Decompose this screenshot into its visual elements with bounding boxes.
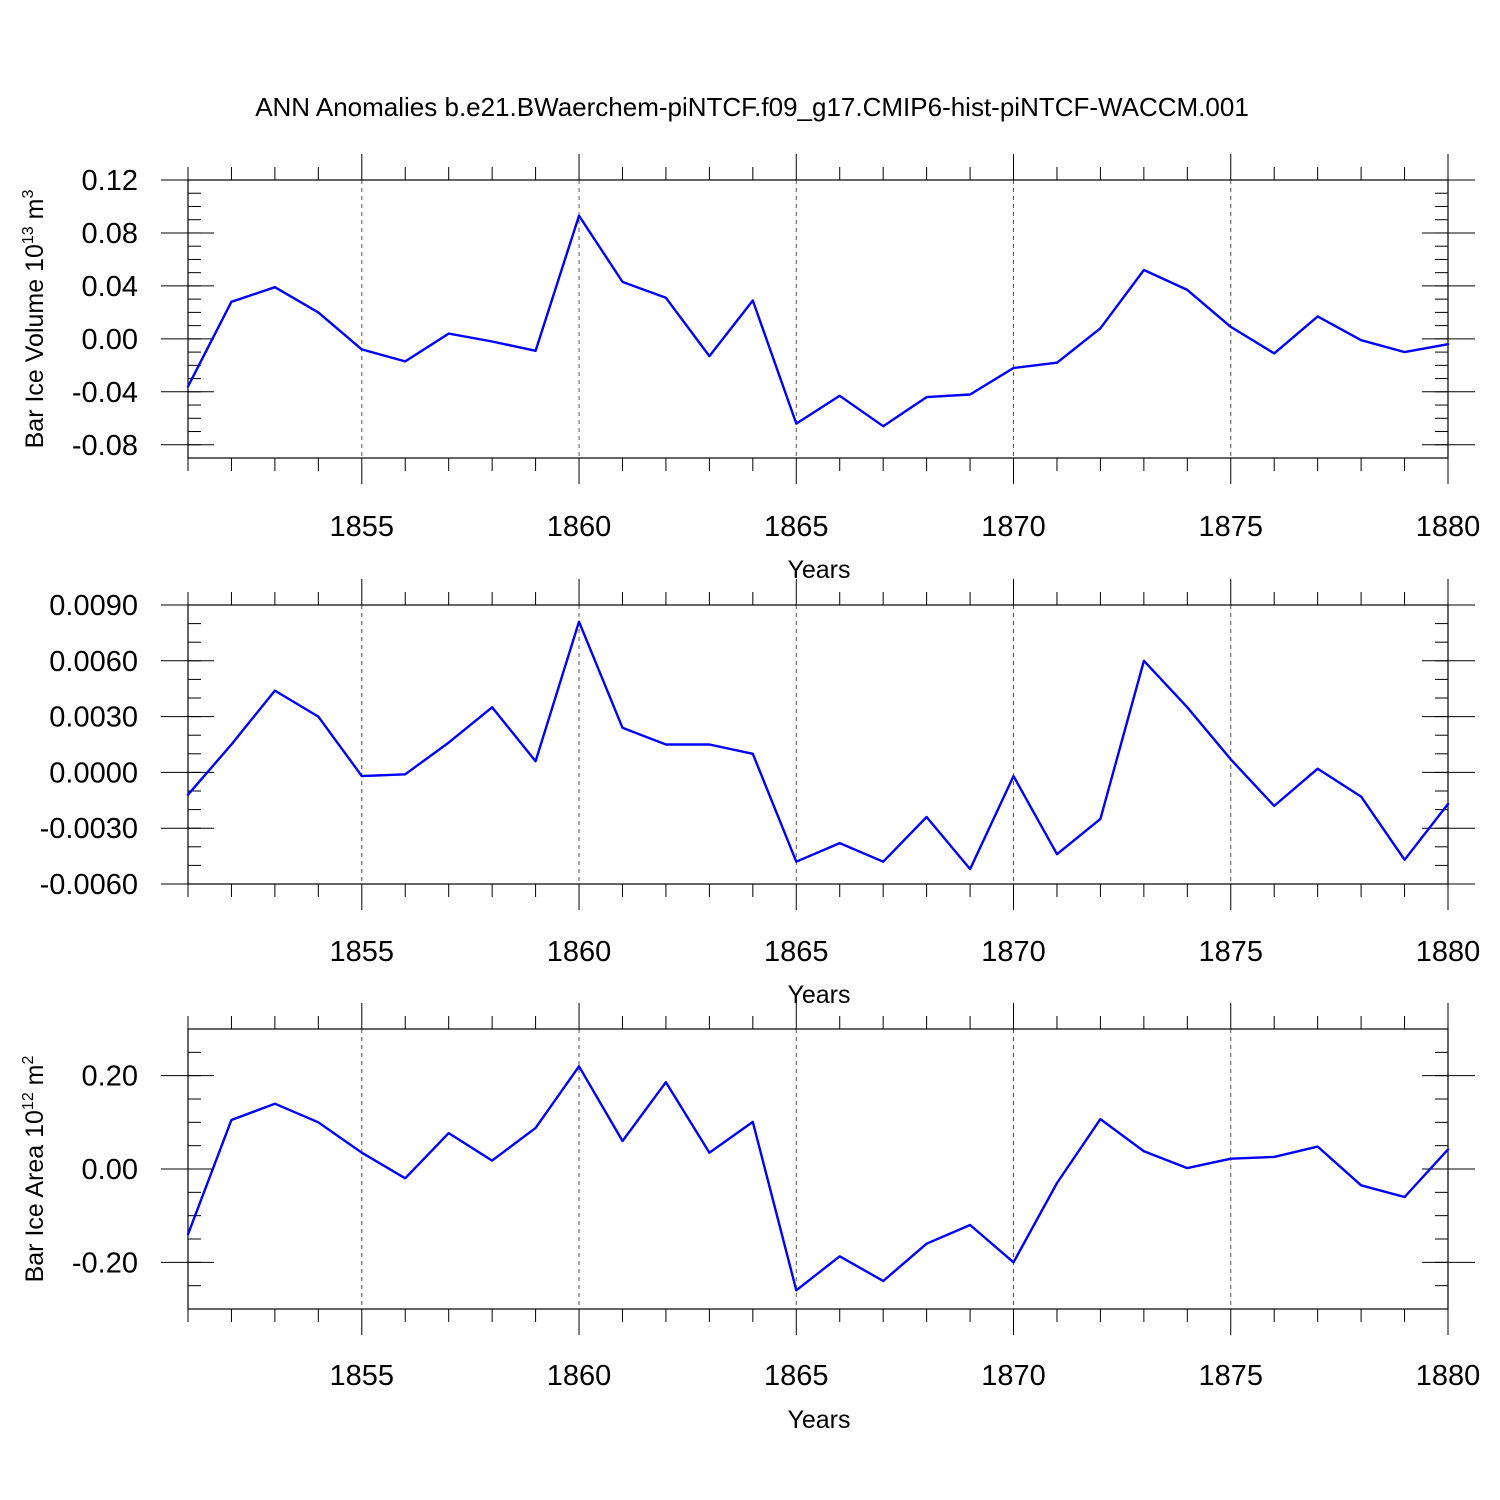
y-tick-label: 0.12 [82,165,138,197]
y-tick-label: 0.08 [82,218,138,250]
series-line-2 [186,620,1450,871]
x-tick-label: 1855 [330,1360,395,1392]
y-tick-label: 0.0000 [49,757,138,789]
plot-frame [187,179,1449,459]
y-axis-title-text: Bar Ice Area 10 [21,1110,49,1282]
chart-panels: -0.08 -0.04 0.00 0.04 0.08 0.12 1855 1860 1865 18… [0,154,1480,1434]
x-tick-label: 1855 [330,511,395,543]
x-tick-label: 1870 [981,511,1046,543]
plot-frame [187,604,1449,885]
x-tick-label: 1870 [981,1360,1046,1392]
x-tick-label: 1855 [330,936,395,968]
y-tick-label: -0.08 [72,430,138,462]
y-tick-label: 0.04 [82,271,138,303]
plot-frame [187,1028,1449,1310]
y-axis-title: Bar Ice Volume 1013 m3 [20,190,49,449]
y-tick-label: 0.00 [82,1154,138,1186]
x-tick-label: 1875 [1199,511,1264,543]
y-tick-label: 0.0090 [49,590,138,622]
series-line-3 [186,1065,1450,1292]
y-axis-title: Bar Snow Volume 1013 m3 [0,600,3,888]
series-line-1 [186,214,1450,428]
x-tick-label: 1875 [1199,936,1264,968]
x-axis-title: Years [787,1406,850,1434]
panel-2: -0.0060 -0.0030 0.0000 0.0030 0.0060 0.0090 18… [0,579,1480,1009]
panel-1: -0.08 -0.04 0.00 0.04 0.08 0.12 1855 1860 1865 18… [20,154,1480,584]
x-tick-label: 1865 [764,936,829,968]
y-tick-label: -0.04 [72,377,138,409]
x-tick-label: 1860 [547,936,612,968]
y-axis-title-text: Bar Ice Volume 10 [21,244,49,448]
x-axis-title: Years [787,556,850,584]
y-axis-title-text: m [0,609,3,637]
x-tick-label: 1870 [981,936,1046,968]
y-axis-title-text: m [21,1065,49,1093]
x-tick-label: 1860 [547,1360,612,1392]
y-axis-title-text: m [21,199,49,227]
x-tick-label: 1865 [764,1360,829,1392]
y-tick-label: -0.20 [72,1247,138,1279]
y-tick-label: 0.0060 [49,646,138,678]
x-tick-label: 1880 [1416,511,1481,543]
x-tick-label: 1865 [764,511,829,543]
y-tick-label: -0.0060 [40,869,138,901]
y-axis-title-text: Bar Snow Volume 10 [0,655,3,888]
y-axis-title-superscript: 13 [20,226,37,244]
y-tick-label: 0.20 [82,1061,138,1093]
x-tick-label: 1880 [1416,1360,1481,1392]
panel-3: -0.20 0.00 0.20 1855 1860 1865 1870 1875 1880 Yea… [20,1003,1480,1434]
y-axis-title-superscript: 3 [20,190,37,199]
chart-title: ANN Anomalies b.e21.BWaerchem-piNTCF.f09… [255,92,1249,122]
y-tick-label: -0.0030 [40,813,138,845]
y-axis-title: Bar Ice Area 1012 m2 [20,1056,49,1283]
x-axis-title: Years [787,981,850,1009]
x-tick-label: 1860 [547,511,612,543]
y-tick-label: 0.0030 [49,702,138,734]
x-tick-label: 1880 [1416,936,1481,968]
y-axis-title-superscript: 2 [20,1056,37,1065]
y-tick-label: 0.00 [82,324,138,356]
y-axis-title-superscript: 12 [20,1092,37,1110]
x-tick-label: 1875 [1199,1360,1264,1392]
